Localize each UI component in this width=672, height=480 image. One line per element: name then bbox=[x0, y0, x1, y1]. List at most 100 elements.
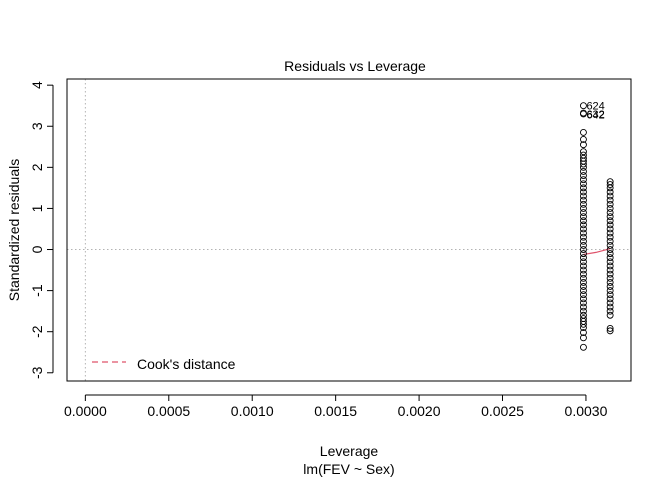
data-point bbox=[606, 283, 614, 290]
data-point bbox=[606, 250, 614, 258]
y-tick-label: -1 bbox=[29, 284, 45, 297]
data-point bbox=[579, 200, 587, 208]
data-point bbox=[579, 225, 587, 233]
data-point bbox=[579, 221, 587, 229]
data-point bbox=[579, 184, 587, 192]
data-point bbox=[606, 221, 614, 229]
x-axis: 0.0000 0.0005 0.0010 0.0015 0.0020 0.0025 0.00… bbox=[64, 394, 608, 419]
smooth-line-group bbox=[583, 248, 611, 256]
data-point bbox=[606, 266, 614, 274]
data-point bbox=[579, 303, 587, 311]
data-point bbox=[606, 270, 614, 278]
data-point bbox=[606, 295, 614, 303]
data-point bbox=[579, 329, 587, 336]
data-point bbox=[606, 237, 614, 245]
y-tick-label: 3 bbox=[29, 122, 45, 130]
data-point bbox=[579, 176, 587, 184]
point-label: 642 bbox=[586, 110, 604, 122]
data-point bbox=[579, 209, 587, 216]
data-point bbox=[579, 167, 587, 175]
y-tick-label: 2 bbox=[29, 163, 45, 171]
data-point bbox=[579, 109, 587, 117]
data-point bbox=[606, 188, 614, 196]
data-point bbox=[606, 287, 614, 295]
x-tick-label: 0.0030 bbox=[565, 403, 608, 419]
data-point bbox=[579, 128, 587, 136]
point-label: 624 bbox=[586, 101, 604, 113]
data-point bbox=[606, 262, 614, 270]
data-point bbox=[579, 172, 587, 180]
legend: Cook's distance bbox=[92, 356, 236, 372]
data-point bbox=[579, 188, 587, 196]
x-tick-label: 0.0000 bbox=[64, 403, 107, 419]
points-group bbox=[579, 102, 614, 351]
data-point bbox=[579, 141, 587, 149]
point-label: 632 bbox=[586, 109, 604, 121]
data-point bbox=[579, 250, 587, 258]
data-point bbox=[579, 237, 587, 245]
data-point bbox=[606, 327, 614, 335]
data-point bbox=[606, 217, 614, 225]
data-point bbox=[579, 241, 587, 249]
data-point bbox=[579, 311, 587, 319]
data-point bbox=[606, 213, 614, 221]
x-tick-label: 0.0005 bbox=[147, 403, 190, 419]
data-point bbox=[579, 287, 587, 295]
data-point bbox=[579, 102, 587, 110]
data-point bbox=[579, 295, 587, 303]
data-point bbox=[579, 262, 587, 270]
y-tick-label: 1 bbox=[29, 204, 45, 212]
x-axis-sublabel: lm(FEV ~ Sex) bbox=[303, 461, 394, 477]
data-point bbox=[579, 343, 587, 351]
data-point bbox=[579, 151, 587, 159]
data-point bbox=[579, 254, 587, 262]
data-point bbox=[579, 180, 587, 188]
data-point bbox=[606, 241, 614, 249]
data-point bbox=[579, 283, 587, 290]
data-point bbox=[579, 258, 587, 266]
data-point bbox=[606, 192, 614, 200]
y-tick-label: 4 bbox=[29, 81, 45, 89]
data-point bbox=[579, 217, 587, 225]
data-point bbox=[579, 196, 587, 204]
data-point bbox=[579, 315, 587, 322]
plot-frame bbox=[66, 78, 632, 382]
data-point bbox=[606, 311, 614, 319]
data-point bbox=[579, 148, 587, 156]
data-point bbox=[606, 274, 614, 282]
data-point bbox=[606, 324, 614, 332]
data-point bbox=[606, 200, 614, 208]
data-point bbox=[579, 213, 587, 221]
data-point bbox=[606, 181, 614, 189]
y-axis: -3 -2 -1 0 1 2 3 4 bbox=[29, 81, 54, 379]
data-point bbox=[579, 334, 587, 342]
data-point bbox=[579, 246, 587, 253]
data-point bbox=[579, 299, 587, 307]
y-tick-label: -3 bbox=[29, 366, 45, 379]
data-point bbox=[579, 229, 587, 237]
data-point bbox=[606, 209, 614, 216]
y-tick-label: 0 bbox=[29, 245, 45, 253]
data-point bbox=[606, 178, 614, 186]
x-axis-title: Leverage bbox=[320, 443, 379, 459]
data-point bbox=[606, 299, 614, 307]
data-point bbox=[606, 233, 614, 241]
data-point bbox=[606, 229, 614, 237]
data-point bbox=[579, 291, 587, 299]
legend-label-cooks-distance: Cook's distance bbox=[137, 356, 236, 372]
data-point bbox=[579, 266, 587, 274]
y-axis-title: Standardized residuals bbox=[6, 159, 22, 301]
data-point bbox=[579, 233, 587, 241]
data-point bbox=[579, 204, 587, 212]
data-point bbox=[606, 258, 614, 266]
data-point bbox=[579, 278, 587, 286]
data-point bbox=[579, 274, 587, 282]
data-point bbox=[606, 196, 614, 204]
data-point bbox=[606, 254, 614, 262]
data-point bbox=[579, 192, 587, 200]
data-point bbox=[606, 204, 614, 212]
data-point bbox=[579, 307, 587, 315]
x-tick-label: 0.0020 bbox=[398, 403, 441, 419]
x-tick-label: 0.0025 bbox=[481, 403, 524, 419]
